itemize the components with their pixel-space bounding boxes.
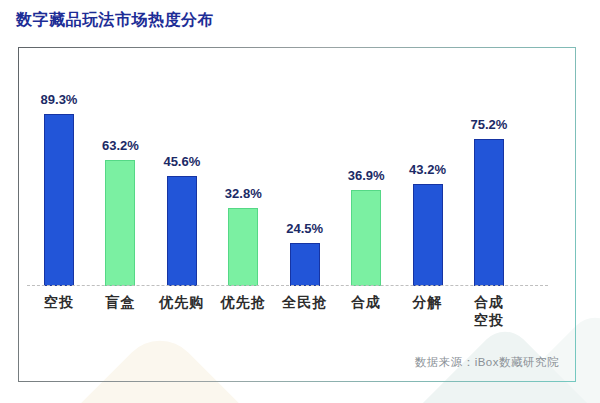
- chart-panel: 89.3% 63.2% 45.6% 32.8% 24.5% 36.9% 43.2% 75.2%…: [18, 47, 576, 382]
- bar: [44, 114, 74, 286]
- bar-column: 45.6%: [154, 154, 210, 286]
- bar-value-label: 32.8%: [225, 186, 262, 201]
- data-source-note: 数据来源：iBox数藏研究院: [415, 355, 559, 370]
- category-label: 优先购: [154, 293, 210, 329]
- bar: [228, 208, 258, 286]
- bar: [351, 190, 381, 286]
- bar: [105, 160, 135, 286]
- bar-value-label: 36.9%: [348, 168, 385, 183]
- bar-value-label: 24.5%: [286, 221, 323, 236]
- category-label: 全民抢: [277, 293, 333, 329]
- category-labels-row: 空投盲盒优先购优先抢全民抢合成分解合成 空投: [31, 293, 517, 329]
- bar-column: 75.2%: [461, 117, 517, 286]
- bar: [167, 176, 197, 286]
- bar-column: 63.2%: [92, 138, 148, 286]
- category-label: 合成 空投: [461, 293, 517, 329]
- page-title: 数字藏品玩法市场热度分布: [16, 10, 214, 31]
- bar-value-label: 63.2%: [102, 138, 139, 153]
- chart-baseline: [27, 285, 548, 286]
- bar: [413, 184, 443, 286]
- category-label: 合成: [338, 293, 394, 329]
- bar-column: 43.2%: [400, 162, 456, 286]
- bar-column: 36.9%: [338, 168, 394, 286]
- bar-column: 24.5%: [277, 221, 333, 286]
- category-label: 空投: [31, 293, 87, 329]
- bar-value-label: 75.2%: [471, 117, 508, 132]
- category-label: 盲盒: [92, 293, 148, 329]
- bar-value-label: 89.3%: [41, 92, 78, 107]
- bar-column: 32.8%: [215, 186, 271, 286]
- bar: [474, 139, 504, 286]
- bar: [290, 243, 320, 286]
- category-label: 优先抢: [215, 293, 271, 329]
- bars-row: 89.3% 63.2% 45.6% 32.8% 24.5% 36.9% 43.2% 75.2%: [31, 48, 517, 286]
- bar-value-label: 43.2%: [409, 162, 446, 177]
- category-label: 分解: [400, 293, 456, 329]
- bar-value-label: 45.6%: [163, 154, 200, 169]
- bar-column: 89.3%: [31, 92, 87, 286]
